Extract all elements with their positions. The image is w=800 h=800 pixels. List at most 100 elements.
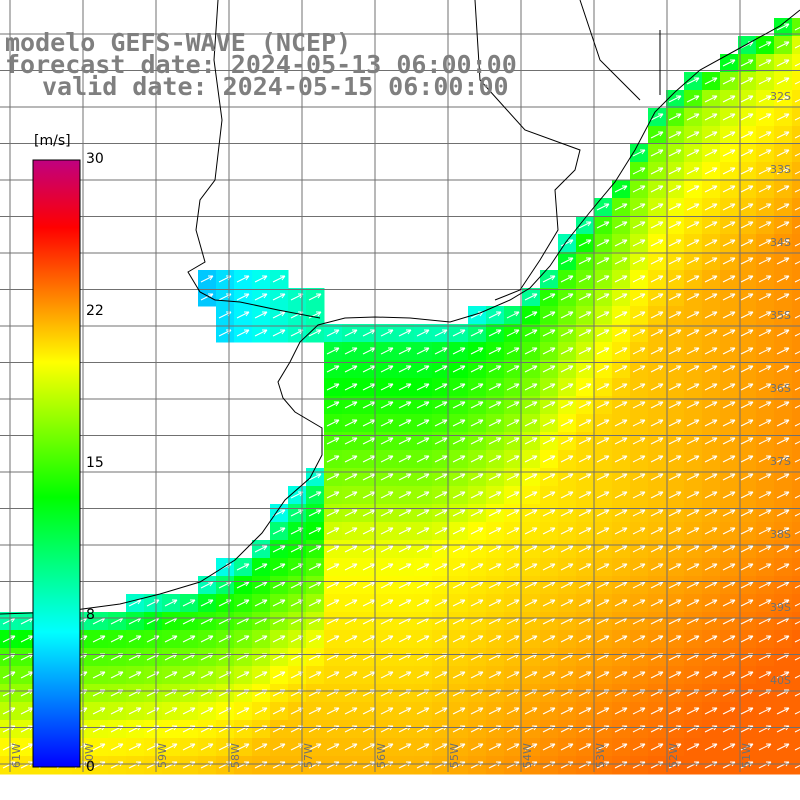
wind-arrow: [722, 95, 736, 103]
wind-arrow: [326, 401, 340, 409]
wind-cell: [792, 396, 800, 415]
wind-arrow: [704, 383, 718, 391]
wind-arrow: [614, 563, 628, 571]
wind-arrow: [596, 221, 610, 229]
wind-arrow: [794, 332, 800, 337]
wind-arrow: [668, 527, 682, 535]
wind-arrow: [668, 401, 682, 409]
wind-arrow: [740, 221, 754, 229]
wind-arrow: [686, 257, 700, 265]
wind-arrow: [470, 383, 484, 391]
wind-arrow: [380, 509, 394, 517]
wind-arrow: [380, 347, 394, 355]
wind-arrow: [326, 545, 340, 553]
wind-arrow: [560, 401, 574, 409]
wind-arrow: [668, 419, 682, 427]
wind-arrow: [758, 563, 772, 571]
wind-arrow: [776, 509, 790, 517]
wind-arrow: [470, 527, 484, 535]
wind-arrow: [794, 116, 800, 121]
wind-arrow: [578, 635, 592, 643]
wind-cell: [792, 18, 800, 37]
wind-arrow: [596, 545, 610, 553]
wind-cell: [792, 270, 800, 289]
wind-arrow: [740, 347, 754, 355]
wind-arrow: [776, 203, 790, 211]
wind-arrow: [650, 329, 664, 337]
wind-arrow: [488, 599, 502, 607]
wind-arrow: [578, 365, 592, 373]
wind-cell: [792, 684, 800, 703]
wind-arrow: [470, 329, 484, 337]
wind-cell: [792, 612, 800, 631]
wind-arrow: [272, 743, 286, 751]
wind-arrow: [758, 455, 772, 463]
wind-arrow: [758, 185, 772, 193]
wind-arrow: [326, 365, 340, 373]
wind-arrow: [722, 383, 736, 391]
wind-arrow: [668, 671, 682, 679]
latitude-label: 37S: [770, 455, 791, 468]
wind-arrow: [794, 674, 800, 679]
wind-cell: [792, 504, 800, 523]
wind-cell: [792, 576, 800, 595]
wind-arrow: [794, 458, 800, 463]
wind-arrow: [470, 509, 484, 517]
wind-arrow: [758, 113, 772, 121]
wind-arrow: [470, 707, 484, 715]
wind-arrow: [380, 365, 394, 373]
wind-cell: [792, 162, 800, 181]
wind-arrow: [614, 347, 628, 355]
wind-arrow: [614, 671, 628, 679]
wind-arrow: [794, 386, 800, 391]
wind-arrow: [776, 419, 790, 427]
wind-arrow: [506, 329, 520, 337]
wind-arrow: [776, 671, 790, 679]
longitude-label: 61W: [10, 743, 23, 768]
wind-arrow: [596, 329, 610, 337]
wind-arrow: [632, 257, 646, 265]
wind-arrow: [758, 599, 772, 607]
wind-arrow: [704, 527, 718, 535]
wind-arrow: [308, 545, 322, 553]
wind-arrow: [380, 437, 394, 445]
wind-arrow: [758, 635, 772, 643]
wind-arrow: [2, 671, 16, 679]
latitude-label: 33S: [770, 163, 791, 176]
wind-arrow: [596, 203, 610, 211]
wind-arrow: [740, 185, 754, 193]
wind-arrow: [686, 239, 700, 247]
wind-arrow: [452, 527, 466, 535]
wind-arrow: [398, 455, 412, 463]
wind-arrow: [758, 167, 772, 175]
wind-arrow: [650, 311, 664, 319]
wind-arrow: [2, 707, 16, 715]
wind-arrow: [632, 527, 646, 535]
wind-arrow: [668, 221, 682, 229]
wind-arrow: [110, 671, 124, 679]
wind-cell: [792, 90, 800, 109]
wind-cell: [792, 486, 800, 505]
wind-cell: [792, 720, 800, 739]
wind-arrow: [794, 80, 800, 85]
wind-arrow: [326, 599, 340, 607]
wind-arrow: [560, 509, 574, 517]
wind-arrow: [740, 131, 754, 139]
wind-arrow: [758, 365, 772, 373]
wind-arrow: [596, 473, 610, 481]
wind-cell: [792, 648, 800, 667]
wind-arrow: [380, 329, 394, 337]
wind-arrow: [542, 293, 556, 301]
wind-arrow: [488, 455, 502, 463]
wind-arrow: [398, 437, 412, 445]
wind-arrow: [632, 671, 646, 679]
wind-arrow: [758, 257, 772, 265]
wind-arrow: [686, 455, 700, 463]
wind-arrow: [308, 743, 322, 751]
wind-arrow: [758, 491, 772, 499]
wind-arrow: [110, 635, 124, 643]
wind-arrow: [506, 347, 520, 355]
wind-arrow: [398, 365, 412, 373]
wind-arrow: [686, 707, 700, 715]
wind-arrow: [776, 239, 790, 247]
